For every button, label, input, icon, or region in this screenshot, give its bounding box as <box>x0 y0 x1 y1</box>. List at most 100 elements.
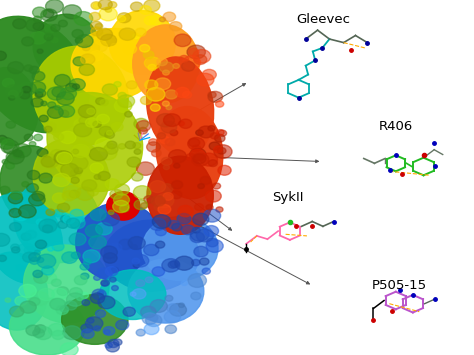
Circle shape <box>61 163 79 176</box>
Circle shape <box>72 144 90 158</box>
Circle shape <box>146 87 165 101</box>
Circle shape <box>0 233 10 246</box>
Circle shape <box>103 327 115 335</box>
Circle shape <box>91 27 103 36</box>
Circle shape <box>165 295 173 301</box>
Circle shape <box>165 90 177 99</box>
Circle shape <box>136 329 145 336</box>
Circle shape <box>96 223 112 235</box>
Circle shape <box>143 51 154 59</box>
Circle shape <box>192 145 201 152</box>
Circle shape <box>168 220 179 229</box>
Circle shape <box>0 51 6 60</box>
Circle shape <box>20 91 30 99</box>
Circle shape <box>212 183 220 189</box>
Circle shape <box>70 217 85 229</box>
Circle shape <box>95 310 106 317</box>
Ellipse shape <box>0 16 90 133</box>
Circle shape <box>131 245 137 249</box>
Circle shape <box>74 275 87 285</box>
Circle shape <box>155 241 165 248</box>
Circle shape <box>93 3 100 9</box>
Text: SykII: SykII <box>273 191 304 203</box>
Circle shape <box>66 218 80 228</box>
Circle shape <box>6 85 23 98</box>
Ellipse shape <box>0 146 66 224</box>
Circle shape <box>140 6 151 14</box>
Circle shape <box>66 293 84 306</box>
Circle shape <box>161 121 177 133</box>
Circle shape <box>77 295 83 300</box>
Circle shape <box>28 193 45 206</box>
Circle shape <box>35 92 43 98</box>
Circle shape <box>1 140 19 153</box>
Circle shape <box>164 165 169 170</box>
Ellipse shape <box>33 14 100 78</box>
Circle shape <box>93 121 101 127</box>
Circle shape <box>22 37 34 46</box>
Circle shape <box>188 137 205 150</box>
Circle shape <box>182 56 201 69</box>
Circle shape <box>111 267 118 273</box>
Circle shape <box>55 211 66 218</box>
Circle shape <box>114 82 121 87</box>
Circle shape <box>38 288 55 301</box>
Ellipse shape <box>104 220 199 291</box>
Circle shape <box>36 219 44 225</box>
Circle shape <box>37 148 48 157</box>
Circle shape <box>26 19 43 31</box>
Circle shape <box>98 291 104 295</box>
Circle shape <box>85 224 102 237</box>
Circle shape <box>53 152 60 157</box>
Ellipse shape <box>33 46 128 146</box>
Circle shape <box>130 2 143 11</box>
Circle shape <box>33 22 44 30</box>
Circle shape <box>81 103 91 111</box>
Circle shape <box>63 5 82 19</box>
Circle shape <box>59 131 76 143</box>
Circle shape <box>150 300 167 312</box>
Circle shape <box>98 296 115 309</box>
Circle shape <box>9 306 24 317</box>
Circle shape <box>19 217 25 221</box>
Circle shape <box>163 12 175 21</box>
Circle shape <box>57 287 69 295</box>
Ellipse shape <box>109 11 175 75</box>
Circle shape <box>198 184 204 189</box>
Text: P505-15: P505-15 <box>372 279 427 292</box>
Circle shape <box>105 179 119 190</box>
Circle shape <box>56 92 74 105</box>
Circle shape <box>163 70 169 75</box>
Circle shape <box>150 181 165 192</box>
Circle shape <box>144 244 159 256</box>
Circle shape <box>1 139 14 149</box>
Circle shape <box>117 16 126 22</box>
Circle shape <box>20 301 36 313</box>
Circle shape <box>192 227 200 233</box>
Circle shape <box>13 209 28 221</box>
Circle shape <box>145 80 158 90</box>
Circle shape <box>30 32 47 44</box>
Circle shape <box>50 150 63 159</box>
Circle shape <box>53 193 66 203</box>
Circle shape <box>35 240 46 248</box>
Circle shape <box>51 38 58 43</box>
Circle shape <box>191 153 209 166</box>
Circle shape <box>42 266 54 275</box>
Circle shape <box>85 118 98 127</box>
Circle shape <box>217 130 224 135</box>
Circle shape <box>190 232 204 242</box>
Circle shape <box>47 87 65 100</box>
Circle shape <box>104 144 118 154</box>
Circle shape <box>76 291 82 295</box>
Circle shape <box>26 230 36 239</box>
Circle shape <box>63 214 75 224</box>
Circle shape <box>162 259 180 272</box>
Circle shape <box>0 138 14 149</box>
Circle shape <box>110 190 123 199</box>
Circle shape <box>193 154 206 164</box>
Circle shape <box>56 152 73 164</box>
Ellipse shape <box>0 67 38 146</box>
Circle shape <box>217 148 226 154</box>
Ellipse shape <box>33 138 109 217</box>
